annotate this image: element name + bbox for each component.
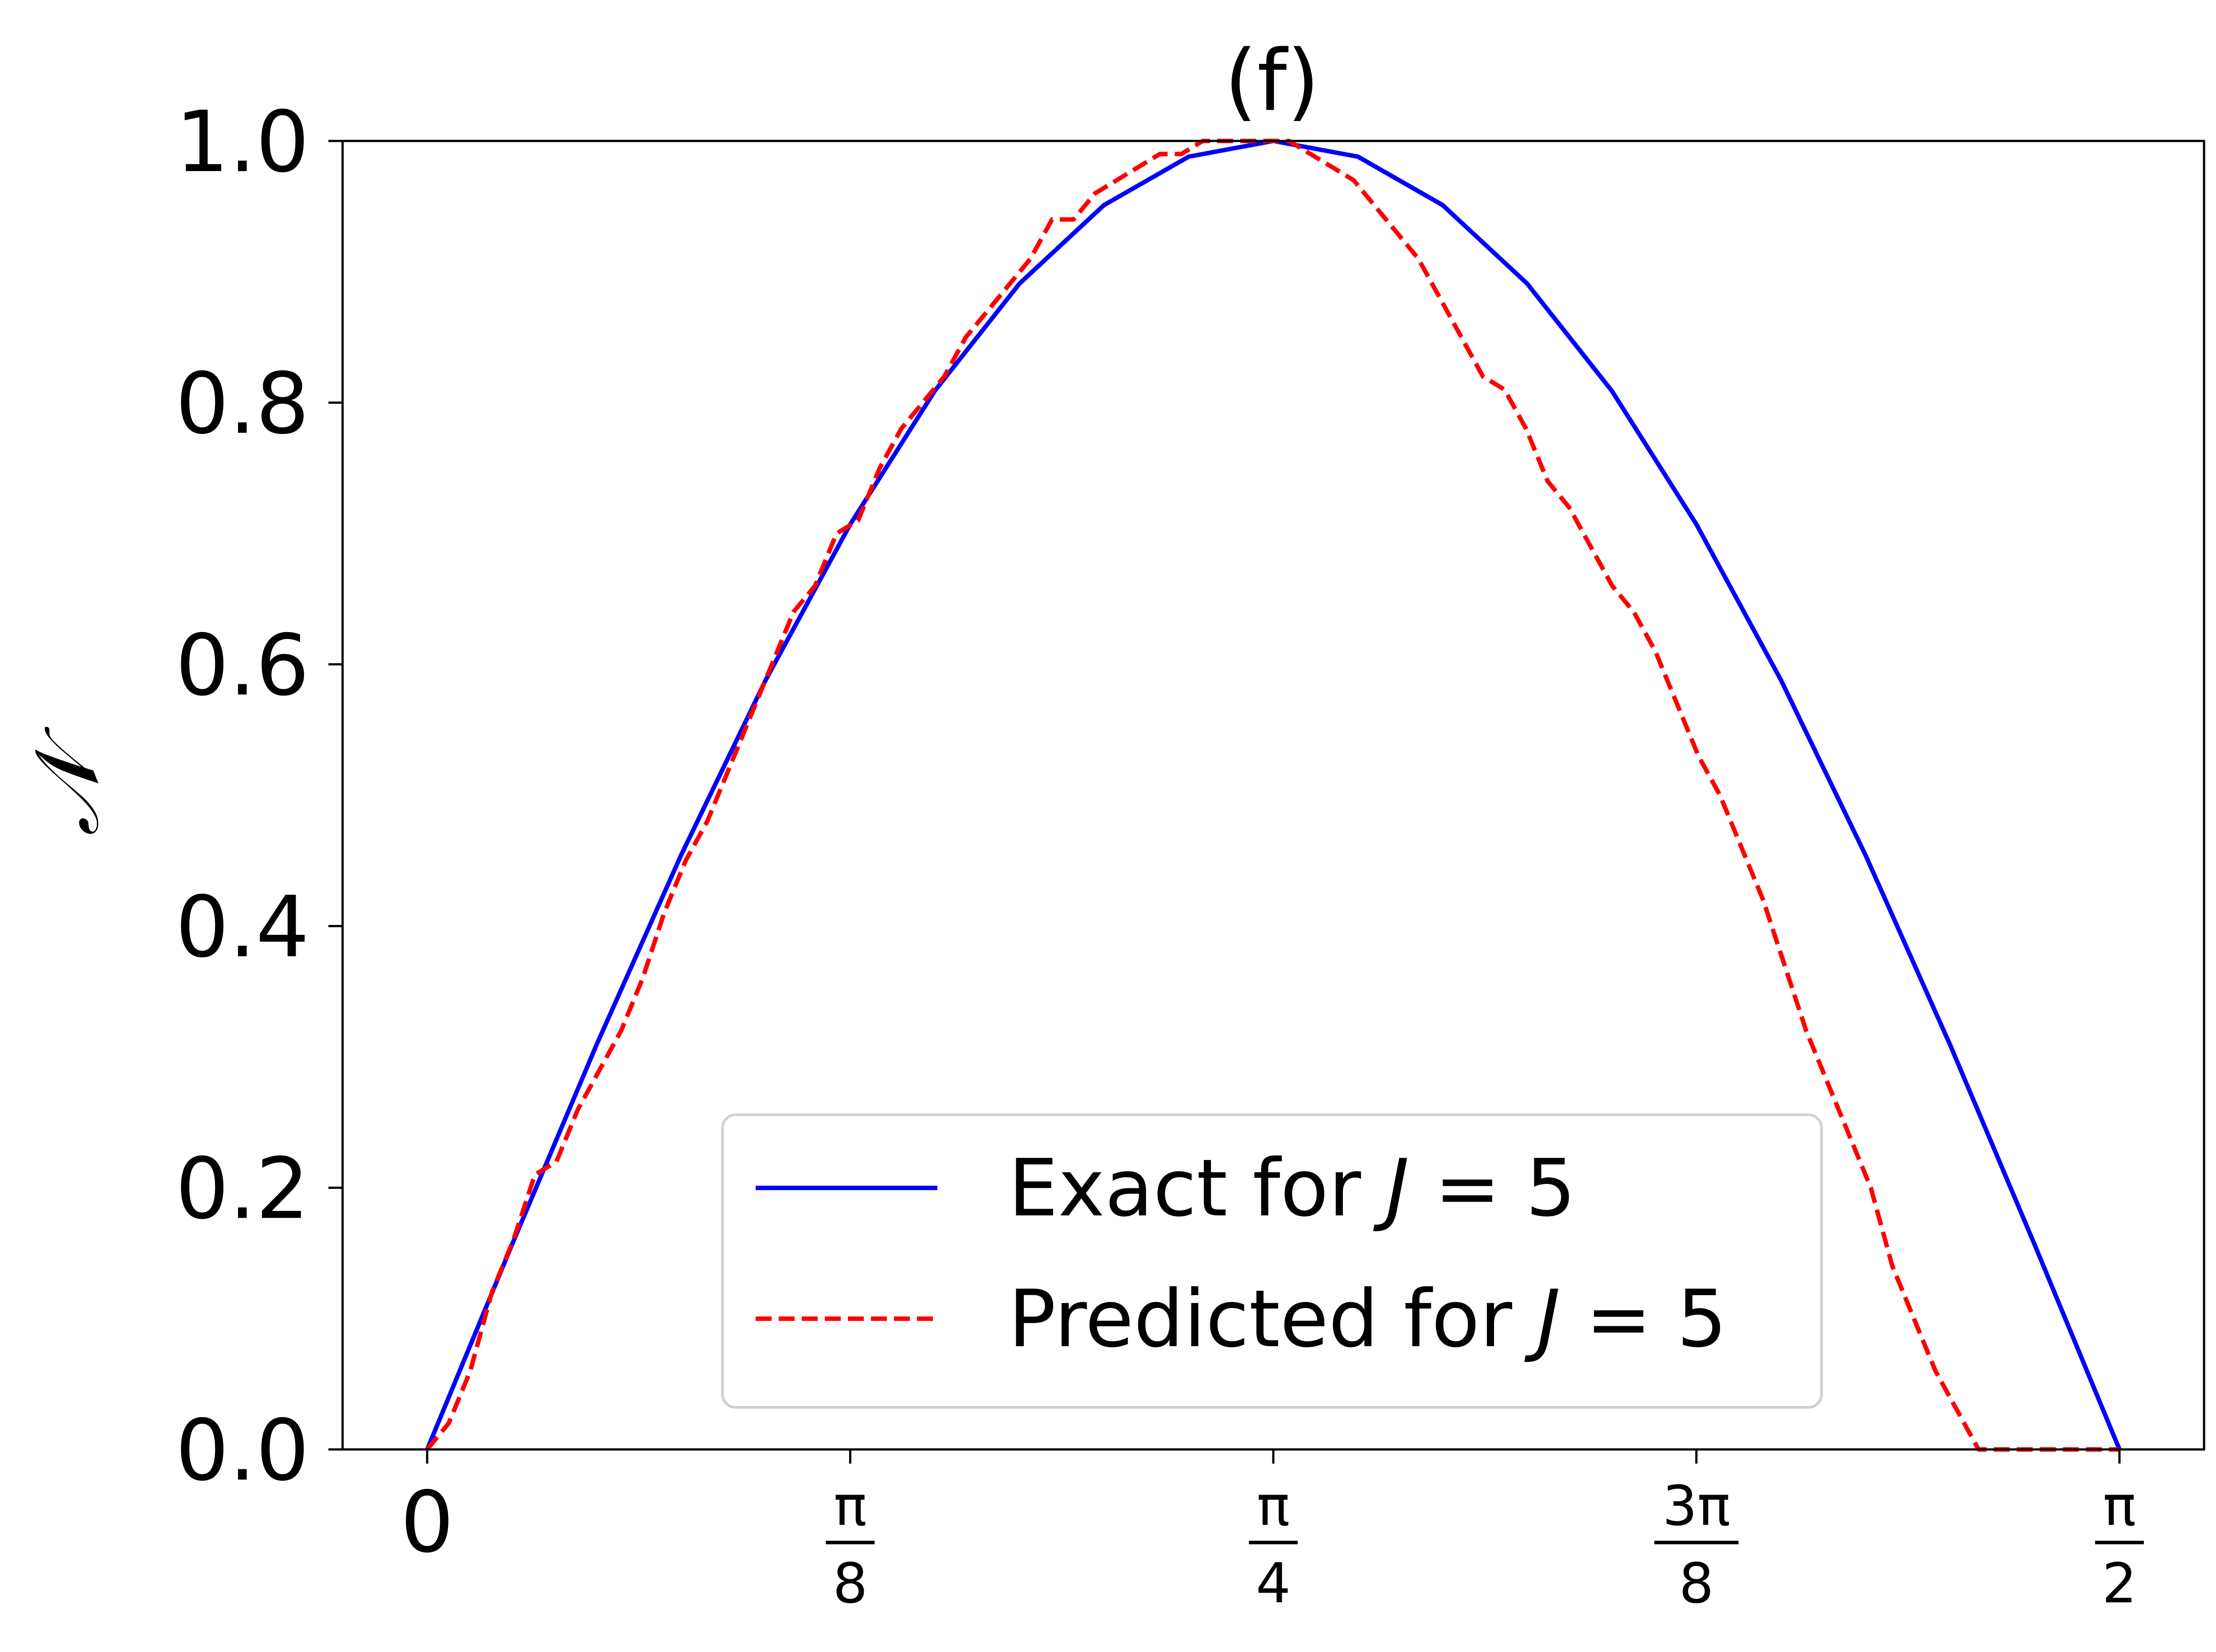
x-tick-numerator: 3π <box>1662 1474 1731 1538</box>
y-tick-label: 0.4 <box>176 878 309 976</box>
chart-title: (f) <box>1224 32 1319 130</box>
x-axis: 0 π 8 π 4 3π 8 π 2 <box>400 1449 2144 1616</box>
y-tick-label: 0.6 <box>176 617 309 715</box>
y-tick-label: 0.2 <box>176 1140 309 1238</box>
x-tick-numerator: π <box>1257 1474 1290 1538</box>
y-tick-label: 0.8 <box>176 355 309 453</box>
legend-label-1: Exact for J = 5 <box>1008 1142 1576 1234</box>
x-tick-numerator: π <box>834 1474 867 1538</box>
legend-label-2: Predicted for J = 5 <box>1008 1273 1727 1365</box>
x-tick-denominator: 8 <box>1679 1552 1714 1616</box>
x-tick-label: 0 <box>400 1473 454 1571</box>
x-tick-denominator: 4 <box>1256 1552 1291 1616</box>
x-tick-numerator: π <box>2103 1474 2136 1538</box>
x-tick-denominator: 2 <box>2102 1552 2137 1616</box>
y-axis: 0.0 0.2 0.4 0.6 0.8 1.0 <box>176 93 343 1500</box>
legend-box <box>721 1113 1823 1409</box>
x-tick-denominator: 8 <box>833 1552 868 1616</box>
y-tick-label: 1.0 <box>176 93 309 191</box>
y-tick-label: 0.0 <box>176 1402 309 1500</box>
legend: Exact for J = 5 Predicted for J = 5 <box>721 1113 1823 1409</box>
